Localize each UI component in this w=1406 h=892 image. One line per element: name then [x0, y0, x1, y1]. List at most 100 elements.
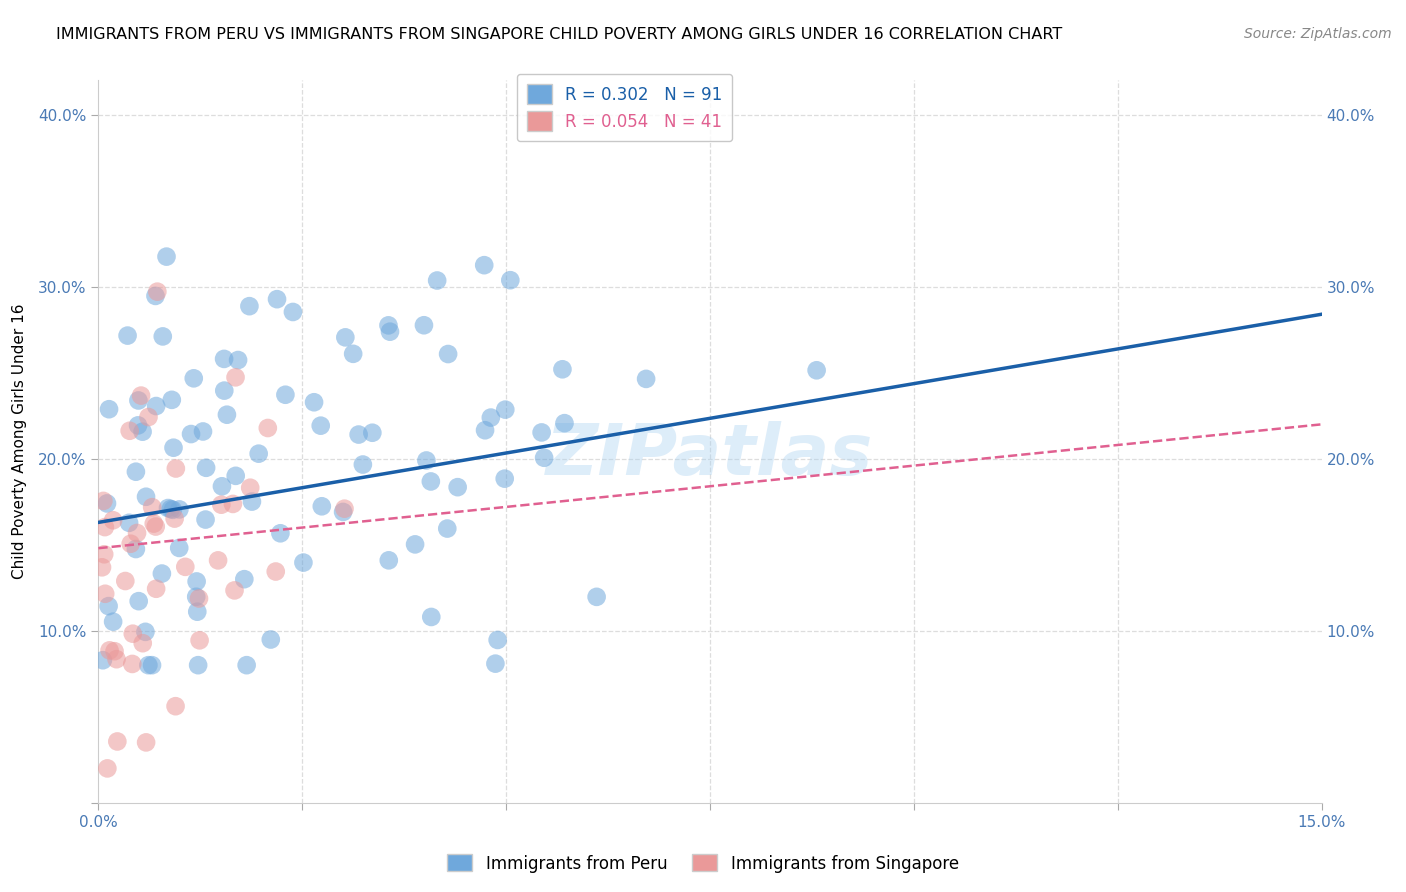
- Point: [256, 421, 278, 435]
- Point: [120, 537, 142, 551]
- Point: [169, 502, 191, 516]
- Text: IMMIGRANTS FROM PERU VS IMMIGRANTS FROM SINGAPORE CHILD POVERTY AMONG GIRLS UNDE: IMMIGRANTS FROM PERU VS IMMIGRANTS FROM …: [56, 27, 1063, 42]
- Point: [347, 427, 370, 442]
- Point: [97, 599, 120, 614]
- Point: [194, 512, 217, 526]
- Point: [224, 583, 246, 598]
- Point: [101, 513, 124, 527]
- Point: [195, 460, 218, 475]
- Point: [180, 427, 202, 442]
- Point: [142, 516, 165, 531]
- Point: [127, 418, 149, 433]
- Point: [474, 423, 496, 437]
- Point: [132, 636, 155, 650]
- Point: [226, 353, 249, 368]
- Point: [333, 501, 356, 516]
- Point: [404, 537, 426, 551]
- Point: [91, 653, 114, 667]
- Point: [260, 632, 283, 647]
- Point: [162, 503, 184, 517]
- Point: [530, 425, 553, 440]
- Point: [129, 388, 152, 402]
- Point: [191, 425, 214, 439]
- Point: [494, 472, 516, 486]
- Point: [91, 560, 114, 574]
- Point: [342, 347, 364, 361]
- Point: [183, 371, 205, 385]
- Point: [131, 425, 153, 439]
- Point: [533, 450, 555, 465]
- Point: [212, 351, 235, 366]
- Point: [186, 605, 208, 619]
- Legend: R = 0.302   N = 91, R = 0.054   N = 41: R = 0.302 N = 91, R = 0.054 N = 41: [516, 74, 733, 142]
- Point: [145, 582, 167, 596]
- Y-axis label: Child Poverty Among Girls Under 16: Child Poverty Among Girls Under 16: [13, 304, 27, 579]
- Point: [332, 505, 354, 519]
- Point: [636, 372, 658, 386]
- Point: [311, 500, 333, 514]
- Point: [162, 441, 184, 455]
- Point: [352, 458, 374, 472]
- Point: [238, 299, 260, 313]
- Point: [188, 633, 211, 648]
- Point: [378, 325, 401, 339]
- Point: [211, 479, 233, 493]
- Point: [378, 553, 401, 567]
- Point: [335, 330, 357, 344]
- Point: [215, 408, 238, 422]
- Point: [187, 658, 209, 673]
- Point: [121, 657, 143, 671]
- Point: [165, 699, 187, 714]
- Point: [94, 587, 117, 601]
- Point: [233, 572, 256, 586]
- Point: [96, 761, 118, 775]
- Point: [585, 590, 607, 604]
- Point: [413, 318, 436, 333]
- Point: [98, 402, 121, 417]
- Point: [240, 494, 263, 508]
- Point: [159, 502, 181, 516]
- Point: [125, 542, 148, 557]
- Point: [292, 556, 315, 570]
- Text: ZIPatlas: ZIPatlas: [547, 422, 873, 491]
- Point: [806, 363, 828, 377]
- Point: [150, 566, 173, 581]
- Point: [125, 526, 148, 541]
- Point: [447, 480, 470, 494]
- Point: [105, 652, 128, 666]
- Point: [281, 305, 304, 319]
- Point: [138, 658, 160, 673]
- Point: [163, 511, 186, 525]
- Point: [135, 735, 157, 749]
- Point: [437, 347, 460, 361]
- Point: [117, 328, 139, 343]
- Point: [167, 541, 190, 555]
- Point: [152, 329, 174, 343]
- Point: [553, 416, 575, 430]
- Point: [274, 388, 297, 402]
- Point: [361, 425, 384, 440]
- Point: [235, 658, 257, 673]
- Point: [247, 447, 270, 461]
- Point: [156, 501, 179, 516]
- Point: [145, 399, 167, 413]
- Point: [209, 498, 232, 512]
- Point: [146, 285, 169, 299]
- Point: [551, 362, 574, 376]
- Point: [186, 590, 208, 604]
- Point: [138, 410, 160, 425]
- Text: Source: ZipAtlas.com: Source: ZipAtlas.com: [1244, 27, 1392, 41]
- Point: [222, 497, 245, 511]
- Point: [128, 594, 150, 608]
- Point: [93, 494, 115, 508]
- Point: [436, 522, 458, 536]
- Point: [499, 273, 522, 287]
- Point: [160, 392, 183, 407]
- Point: [94, 520, 117, 534]
- Point: [96, 496, 118, 510]
- Point: [269, 526, 291, 541]
- Point: [264, 565, 287, 579]
- Point: [494, 402, 516, 417]
- Point: [141, 658, 163, 673]
- Point: [114, 574, 136, 588]
